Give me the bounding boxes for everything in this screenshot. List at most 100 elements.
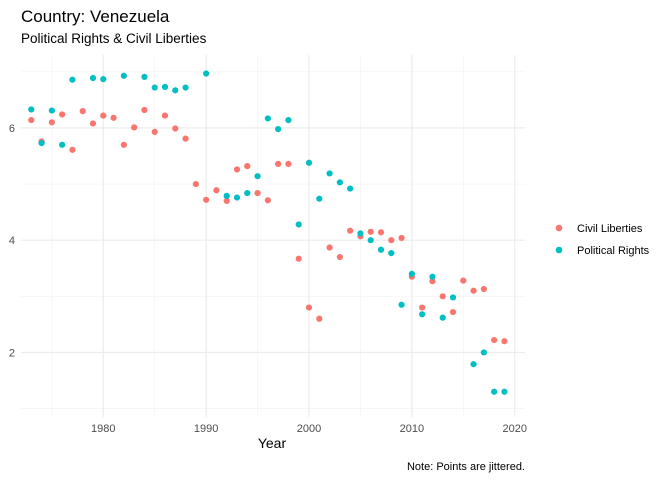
data-point (439, 293, 446, 300)
data-point (151, 84, 158, 91)
data-point (254, 189, 261, 197)
data-point (491, 337, 498, 344)
data-point (131, 124, 138, 131)
data-point (398, 301, 405, 308)
data-point (285, 160, 292, 167)
data-point (419, 304, 426, 311)
x-tick-label: 1980 (91, 423, 115, 435)
data-point (59, 141, 66, 148)
y-axis-tick-labels: 2 4 6 (9, 123, 15, 359)
data-point (347, 185, 354, 192)
data-points (28, 70, 508, 395)
data-point (460, 277, 467, 284)
data-point (449, 294, 457, 301)
data-point (449, 308, 457, 316)
x-tick-label: 1990 (194, 423, 218, 435)
legend-label: Civil Liberties (577, 223, 643, 235)
data-point (110, 114, 117, 121)
data-point (161, 112, 169, 119)
x-axis-title: Year (258, 435, 287, 451)
data-point (429, 278, 436, 285)
data-point (275, 125, 282, 133)
data-point (470, 287, 477, 294)
data-point (285, 117, 292, 124)
data-point (120, 141, 127, 148)
minor-gridlines (21, 55, 525, 417)
data-point (100, 76, 107, 83)
data-point (244, 163, 251, 170)
data-point (501, 388, 508, 395)
data-point (192, 180, 199, 188)
data-point (223, 197, 230, 205)
data-point (480, 349, 487, 356)
data-point (89, 120, 97, 127)
data-point (367, 237, 374, 244)
data-point (439, 314, 446, 321)
x-tick-label: 2010 (400, 423, 424, 435)
data-point (480, 285, 487, 293)
data-point (470, 361, 477, 368)
data-point (48, 119, 55, 126)
data-point (233, 194, 241, 201)
data-point (28, 106, 35, 113)
data-point (429, 273, 436, 280)
data-point (182, 135, 189, 142)
chart-caption: Note: Points are jittered. (407, 461, 525, 473)
data-point (38, 140, 45, 147)
data-point (69, 146, 76, 153)
data-point (120, 72, 127, 79)
data-point (254, 173, 261, 180)
legend-key (555, 246, 563, 254)
data-point (182, 84, 189, 91)
data-point (233, 166, 241, 173)
data-point (295, 255, 302, 262)
data-point (295, 221, 302, 228)
data-point (28, 117, 35, 124)
data-point (336, 253, 343, 261)
data-point (244, 189, 251, 197)
x-tick-label: 2020 (502, 423, 526, 435)
data-point (79, 108, 86, 115)
data-point (377, 229, 385, 236)
legend-label: Political Rights (577, 245, 650, 257)
data-point (398, 234, 405, 242)
data-point (501, 338, 508, 345)
data-point (264, 115, 271, 122)
data-point (491, 388, 498, 395)
data-point (172, 87, 179, 94)
data-point (336, 179, 343, 186)
data-point (141, 73, 148, 80)
data-point (388, 237, 395, 244)
y-tick-label: 2 (9, 347, 15, 359)
data-point (367, 228, 374, 235)
data-point (419, 311, 426, 318)
data-point (316, 195, 323, 202)
legend-key (555, 224, 563, 232)
x-tick-label: 2000 (297, 423, 321, 435)
data-point (59, 111, 66, 118)
data-point (347, 227, 354, 234)
data-point (100, 112, 107, 119)
data-point (151, 128, 158, 135)
data-point (357, 230, 364, 237)
data-point (264, 197, 271, 204)
data-point (69, 76, 76, 83)
data-point (316, 315, 323, 322)
data-point (305, 304, 313, 311)
data-point (275, 160, 282, 167)
data-point (408, 270, 415, 277)
major-gridlines (21, 55, 525, 417)
data-point (89, 74, 97, 82)
data-point (326, 170, 333, 177)
data-point (161, 83, 169, 91)
y-tick-label: 4 (9, 235, 15, 247)
x-axis-tick-labels: 1980 1990 2000 2010 2020 (91, 423, 527, 435)
data-point (48, 107, 55, 114)
y-tick-label: 6 (9, 123, 15, 135)
data-point (326, 244, 333, 251)
data-point (223, 192, 230, 199)
data-point (141, 106, 148, 114)
data-point (172, 125, 179, 132)
data-point (203, 196, 210, 203)
